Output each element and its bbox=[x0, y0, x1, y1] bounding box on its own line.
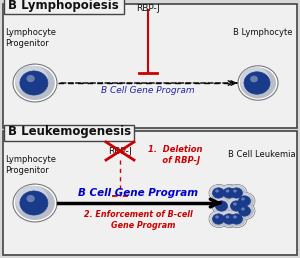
Circle shape bbox=[212, 188, 224, 198]
Circle shape bbox=[15, 66, 48, 94]
Circle shape bbox=[26, 195, 35, 202]
Circle shape bbox=[215, 201, 227, 211]
Circle shape bbox=[228, 211, 246, 227]
Circle shape bbox=[213, 198, 231, 214]
Circle shape bbox=[220, 211, 239, 228]
Circle shape bbox=[210, 211, 228, 227]
Circle shape bbox=[233, 189, 237, 192]
Circle shape bbox=[20, 191, 48, 215]
Circle shape bbox=[26, 75, 35, 82]
Text: Lymphocyte
Progenitor: Lymphocyte Progenitor bbox=[5, 155, 56, 175]
Circle shape bbox=[240, 68, 276, 99]
Circle shape bbox=[218, 203, 222, 206]
Circle shape bbox=[233, 203, 237, 206]
Text: B Cell Gene Program: B Cell Gene Program bbox=[101, 86, 195, 95]
Circle shape bbox=[220, 211, 236, 224]
Circle shape bbox=[212, 197, 232, 215]
Circle shape bbox=[227, 211, 247, 228]
Circle shape bbox=[209, 184, 229, 201]
Text: B Lymphocyte: B Lymphocyte bbox=[233, 28, 292, 37]
Circle shape bbox=[226, 189, 229, 192]
Circle shape bbox=[213, 198, 228, 211]
Text: 2. Enforcement of B-cell
    Gene Program: 2. Enforcement of B-cell Gene Program bbox=[84, 210, 192, 230]
Circle shape bbox=[235, 202, 255, 220]
Circle shape bbox=[244, 72, 270, 94]
Text: RBP-J: RBP-J bbox=[108, 147, 132, 156]
Circle shape bbox=[215, 189, 219, 192]
Circle shape bbox=[230, 188, 242, 198]
Circle shape bbox=[220, 211, 238, 227]
Circle shape bbox=[223, 214, 235, 224]
Circle shape bbox=[236, 193, 251, 206]
Circle shape bbox=[228, 185, 243, 198]
Text: Lymphocyte
Progenitor: Lymphocyte Progenitor bbox=[5, 28, 56, 48]
Circle shape bbox=[15, 186, 55, 220]
Circle shape bbox=[20, 71, 48, 95]
Text: B Cell Gene Program: B Cell Gene Program bbox=[78, 188, 198, 198]
Circle shape bbox=[241, 207, 245, 211]
Text: B Leukemogenesis: B Leukemogenesis bbox=[8, 125, 131, 139]
Circle shape bbox=[250, 76, 258, 82]
Circle shape bbox=[238, 206, 250, 216]
Circle shape bbox=[227, 197, 247, 215]
Text: 1.  Deletion
     of RBP-J: 1. Deletion of RBP-J bbox=[148, 145, 203, 165]
Circle shape bbox=[230, 201, 242, 211]
Circle shape bbox=[210, 185, 225, 198]
Circle shape bbox=[238, 66, 278, 100]
Circle shape bbox=[228, 198, 246, 214]
FancyBboxPatch shape bbox=[3, 131, 297, 255]
Circle shape bbox=[215, 215, 219, 219]
FancyBboxPatch shape bbox=[4, 125, 134, 141]
Text: B Cell Leukemia: B Cell Leukemia bbox=[228, 150, 296, 159]
Circle shape bbox=[220, 184, 239, 201]
Circle shape bbox=[236, 203, 254, 219]
Text: B Lymphopoiesis: B Lymphopoiesis bbox=[8, 0, 119, 12]
Circle shape bbox=[228, 198, 243, 211]
Circle shape bbox=[13, 64, 57, 102]
Circle shape bbox=[210, 211, 225, 224]
Circle shape bbox=[223, 188, 235, 198]
Circle shape bbox=[212, 214, 224, 224]
FancyBboxPatch shape bbox=[4, 0, 124, 14]
Circle shape bbox=[210, 185, 228, 201]
Circle shape bbox=[13, 184, 57, 222]
Circle shape bbox=[230, 214, 242, 224]
Circle shape bbox=[220, 185, 238, 201]
Circle shape bbox=[236, 193, 254, 209]
FancyBboxPatch shape bbox=[3, 4, 297, 128]
Text: RBP-J: RBP-J bbox=[136, 4, 160, 13]
Circle shape bbox=[241, 197, 245, 200]
Circle shape bbox=[15, 66, 55, 100]
Circle shape bbox=[228, 185, 246, 201]
Circle shape bbox=[220, 185, 236, 198]
Circle shape bbox=[209, 211, 229, 228]
Circle shape bbox=[238, 196, 250, 206]
Circle shape bbox=[15, 186, 48, 214]
Circle shape bbox=[236, 203, 251, 216]
Circle shape bbox=[227, 184, 247, 201]
Circle shape bbox=[235, 192, 255, 209]
Circle shape bbox=[233, 215, 237, 219]
Circle shape bbox=[240, 67, 270, 93]
Circle shape bbox=[226, 215, 229, 219]
Circle shape bbox=[228, 211, 243, 224]
